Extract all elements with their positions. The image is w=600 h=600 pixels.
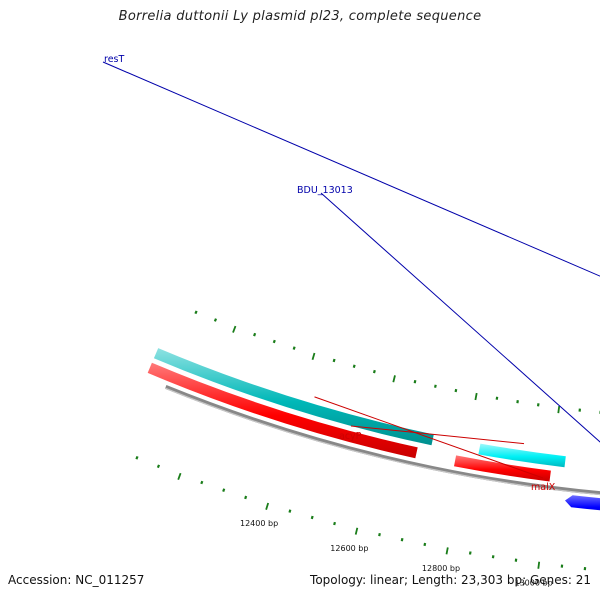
outer-tick-minor <box>310 515 314 520</box>
tick-label: 12800 bp <box>422 564 460 573</box>
tick-labels: 14400 bp14200 bp14000 bp13800 bp13600 bp… <box>240 519 553 588</box>
inner-tick-major <box>392 375 396 383</box>
inner-tick-major <box>474 392 478 401</box>
inner-tick-minor <box>194 310 198 315</box>
inner-tick-minor <box>352 364 356 368</box>
outer-tick-major <box>445 547 449 555</box>
callout-line <box>320 192 600 443</box>
outer-tick-marks <box>135 455 587 571</box>
gene-acyP[interactable] <box>454 455 551 482</box>
gene-label-resT[interactable]: resT <box>104 54 124 65</box>
gene-label-BDU_13013[interactable]: BDU_13013 <box>297 185 353 196</box>
inner-tick-major <box>232 325 237 333</box>
outer-tick-minor <box>378 532 381 537</box>
inner-tick-minor <box>454 388 458 393</box>
outer-tick-major <box>265 502 270 510</box>
gene-BDU_13013[interactable] <box>565 495 600 517</box>
inner-tick-major <box>311 352 316 360</box>
callout-line <box>314 396 544 479</box>
inner-tick-minor <box>292 346 296 350</box>
gene-callouts: resT BDU_13013 acyP malX <box>102 54 600 493</box>
gene-malX[interactable] <box>147 362 418 459</box>
outer-tick-minor <box>423 542 427 547</box>
callout-line <box>350 425 525 445</box>
outer-tick-major <box>537 561 541 569</box>
outer-tick-minor <box>491 555 495 559</box>
gene-label-malX[interactable]: malX <box>531 482 556 493</box>
outer-tick-major <box>354 527 359 535</box>
outer-tick-minor <box>288 509 292 513</box>
callout-line <box>102 61 600 277</box>
accession-text: Accession: NC_011257 <box>8 573 145 587</box>
outer-tick-minor <box>200 480 204 485</box>
inner-tick-minor <box>434 384 437 388</box>
inner-tick-minor <box>272 339 276 344</box>
outer-tick-minor <box>333 521 336 526</box>
tick-label: 12400 bp <box>240 519 278 528</box>
gene-label-acyP[interactable]: acyP <box>339 431 362 442</box>
tick-label: 13000 bp <box>515 579 553 588</box>
outer-tick-minor <box>156 464 161 469</box>
outer-tick-minor <box>468 551 472 555</box>
inner-tick-major <box>557 405 561 414</box>
outer-tick-minor <box>222 488 226 492</box>
outer-tick-minor <box>400 537 404 542</box>
inner-tick-marks <box>194 310 600 414</box>
tick-label: 12600 bp <box>330 544 368 553</box>
inner-tick-minor <box>332 358 336 363</box>
inner-tick-minor <box>495 396 499 400</box>
inner-tick-minor <box>372 369 376 374</box>
outer-tick-minor <box>135 455 139 460</box>
topology-summary: Topology: linear; Length: 23,303 bp; Gen… <box>310 573 591 587</box>
inner-tick-minor <box>253 332 257 337</box>
outer-tick-minor <box>244 495 248 500</box>
gene-cyan-feature[interactable] <box>478 443 566 468</box>
outer-tick-major <box>177 472 182 481</box>
map-title: Borrelia duttonii Ly plasmid pl23, compl… <box>118 9 482 24</box>
plasmid-backbone <box>164 385 600 496</box>
gene-features <box>147 348 600 517</box>
plasmid-backbone-highlight <box>164 387 600 496</box>
inner-tick-minor <box>536 403 540 407</box>
inner-tick-minor <box>413 379 417 384</box>
gene-cyan-feature[interactable] <box>153 348 434 446</box>
inner-tick-minor <box>213 318 218 322</box>
